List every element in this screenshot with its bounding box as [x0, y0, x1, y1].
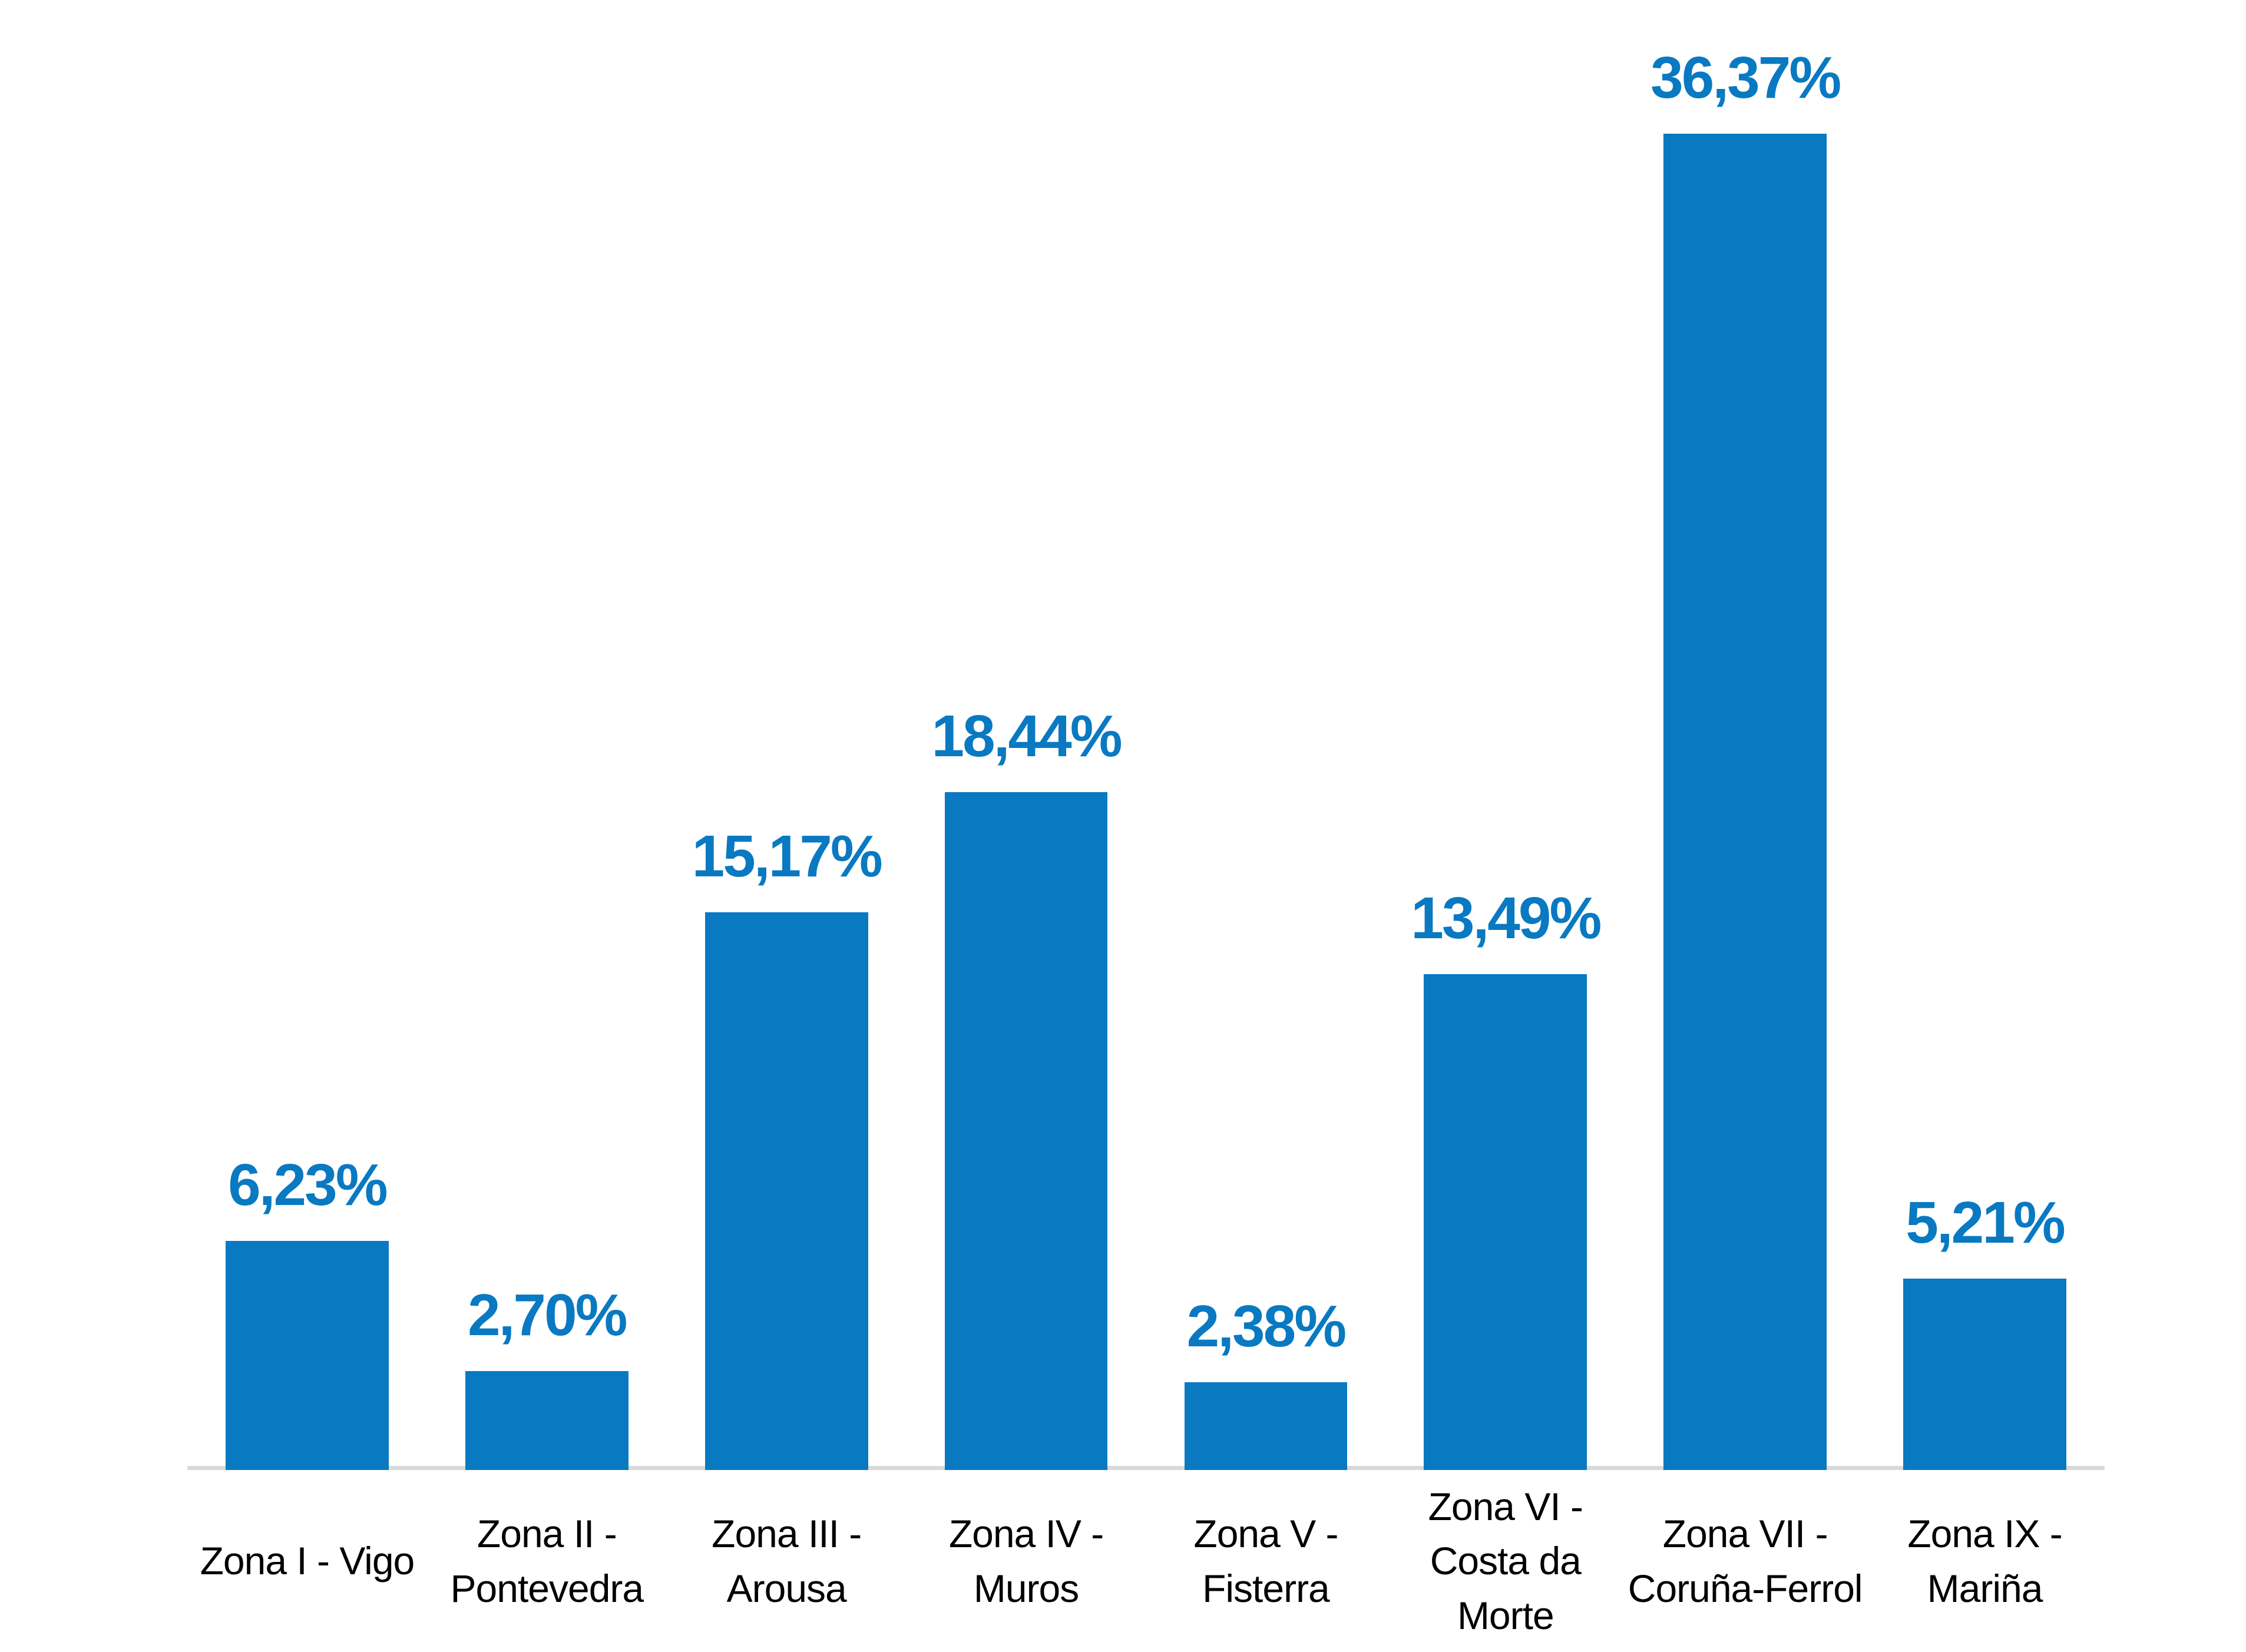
- bar: [465, 1371, 629, 1470]
- category-label-zona-vi: Zona VI - Costa da Morte: [1428, 1484, 1583, 1637]
- category-label-zona-vii: Zona VII - Coruña-Ferrol: [1628, 1512, 1863, 1610]
- category-axis-labels: Zona I - Vigo Zona II - Pontevedra Zona …: [187, 1470, 2105, 1652]
- category-label-zona-ii: Zona II - Pontevedra: [450, 1512, 644, 1610]
- bar-column-3: 15,17%: [667, 0, 907, 1470]
- category-label-zona-iii: Zona III - Arousa: [712, 1512, 862, 1610]
- bar-column-7: 36,37%: [1625, 0, 1865, 1470]
- bar-column-8: 5,21%: [1865, 0, 2105, 1470]
- bar-column-6: 13,49%: [1385, 0, 1625, 1470]
- category-label-zona-ix: Zona IX - Mariña: [1907, 1512, 2062, 1610]
- bar-value-label: 2,38%: [1186, 1293, 1347, 1359]
- bar-column-2: 2,70%: [427, 0, 667, 1470]
- bar-column-1: 6,23%: [187, 0, 427, 1470]
- bar-value-label: 5,21%: [1906, 1190, 2066, 1256]
- bar: [1663, 134, 1827, 1470]
- bar: [944, 792, 1108, 1470]
- category-label-zona-i: Zona I - Vigo: [200, 1539, 415, 1583]
- bar-value-label: 36,37%: [1650, 45, 1841, 111]
- bar-value-label: 2,70%: [468, 1282, 628, 1348]
- bar: [1424, 974, 1587, 1470]
- category-label-zona-iv: Zona IV - Muros: [948, 1512, 1104, 1610]
- plot-area: 6,23% 2,70% 15,17% 18,44% 2,38% 13,49% 3…: [187, 0, 2105, 1470]
- bar: [704, 912, 868, 1470]
- bar: [1184, 1382, 1348, 1470]
- bar-column-4: 18,44%: [907, 0, 1146, 1470]
- bar-value-label: 15,17%: [692, 823, 883, 889]
- bar: [1903, 1279, 2066, 1470]
- bar-value-label: 6,23%: [228, 1152, 388, 1218]
- bar: [226, 1241, 389, 1470]
- category-label-zona-v: Zona V - Fisterra: [1193, 1512, 1338, 1610]
- bar-value-label: 13,49%: [1411, 885, 1602, 951]
- bar-value-label: 18,44%: [931, 703, 1122, 769]
- x-axis-line: [187, 1466, 2105, 1470]
- bar-column-5: 2,38%: [1146, 0, 1386, 1470]
